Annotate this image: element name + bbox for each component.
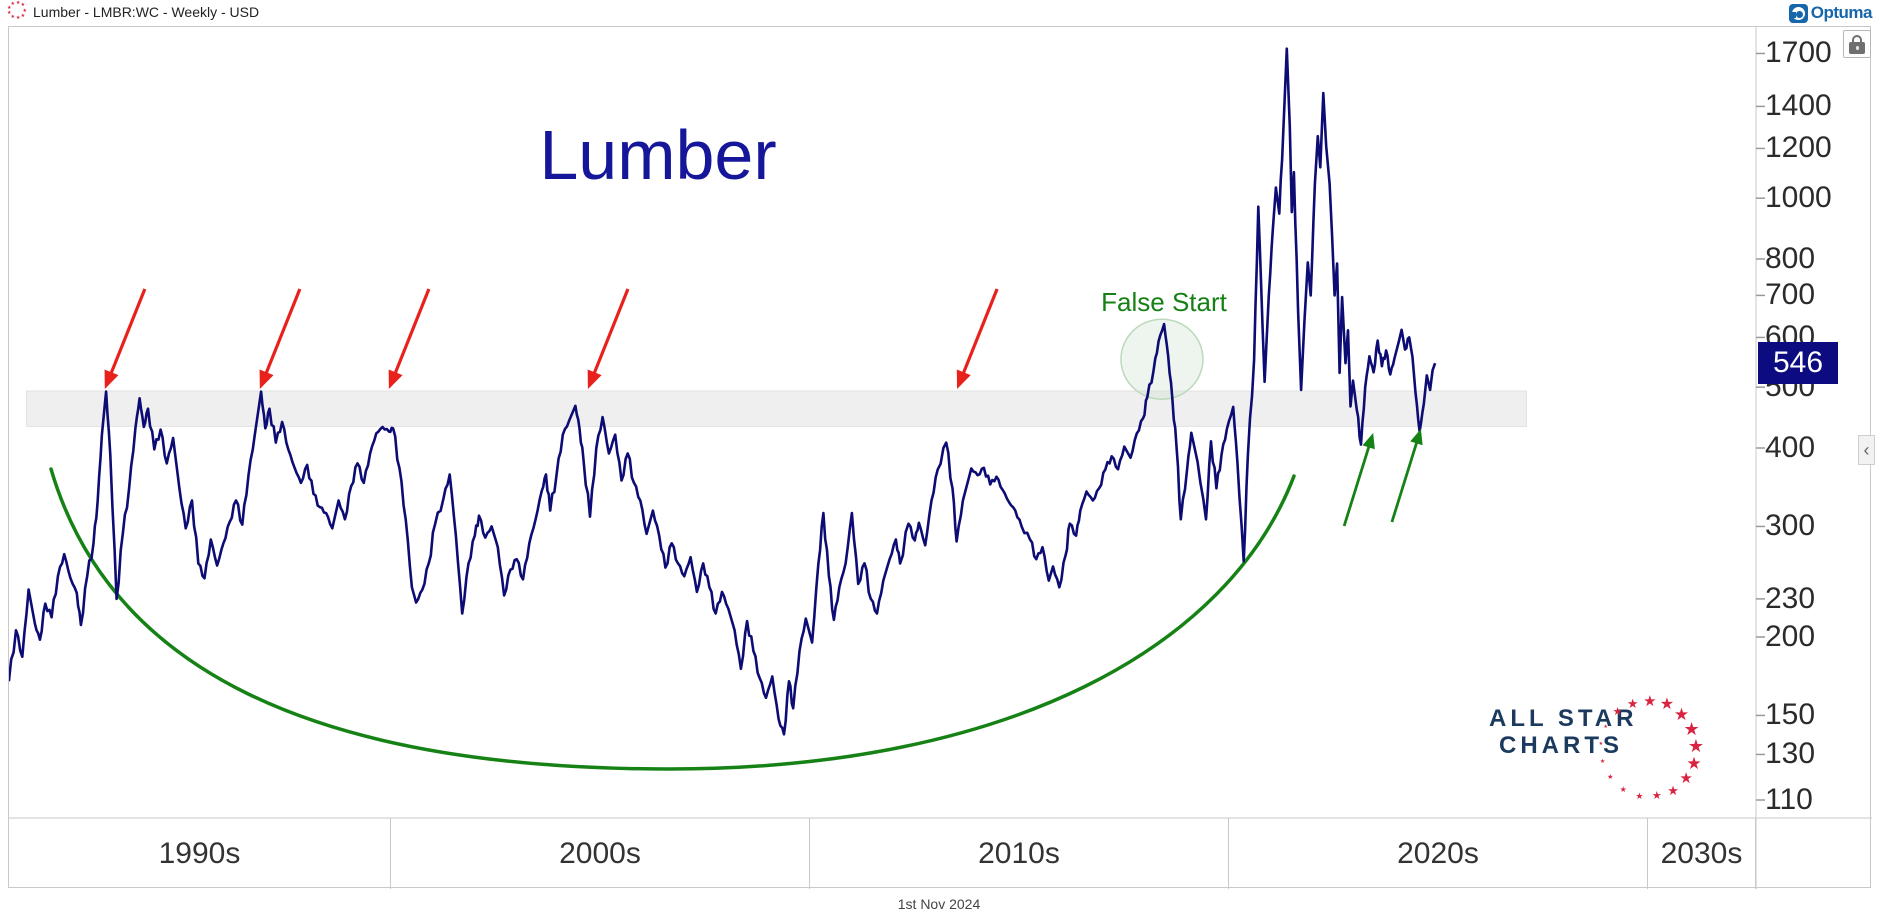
y-axis-label: 800 [1765,242,1816,275]
y-axis-label: 150 [1765,698,1816,732]
rounded-bottom-curve [49,467,1296,771]
chevron-left-icon: ‹ [1863,440,1870,460]
star-icon: ★ [1686,753,1702,773]
red-arrow-annotation [388,288,431,389]
allstarcharts-logo-text: CHARTS [1499,732,1623,759]
star-icon: ★ [15,15,21,22]
star-icon: ★ [10,0,15,7]
red-arrow-annotation [259,288,302,389]
star-icon: ★ [20,2,26,9]
chart-title: Lumber [539,116,777,194]
allstarcharts-logo-text: ALL STAR [1489,705,1638,732]
optuma-brand: Optuma [1788,2,1873,24]
price-line [9,47,1437,736]
star-icon: ★ [15,0,21,6]
star-icon: ★ [1607,774,1614,782]
red-arrow-annotation [956,288,999,389]
optuma-brand-name: Optuma [1810,3,1873,22]
x-axis-decade-label: 2020s [1397,836,1479,870]
star-icon: ★ [1659,695,1675,713]
allstarcharts-mini-logo-icon: ★ ★ ★ ★ ★ ★ ★ ★ ★ [6,0,28,22]
footer-date: 1st Nov 2024 [897,896,981,912]
star-icon: ★ [22,7,27,14]
last-price-badge: 546 [1758,342,1838,384]
star-icon: ★ [6,10,12,17]
false-start-circle [1120,318,1204,400]
star-icon: ★ [6,4,12,11]
lock-button[interactable] [1843,30,1871,58]
star-icon: ★ [1626,696,1639,712]
x-axis-decade-label: 2000s [559,836,641,870]
chart-frame: Lumber False Start 1700 1400 1200 1000 800 70… [8,26,1875,889]
star-icon: ★ [1643,692,1657,710]
x-axis-decade-cell: 2010s [810,818,1229,889]
star-icon: ★ [1619,784,1627,794]
y-axis-label: 230 [1765,581,1816,615]
x-axis-decade-cell: 1990s [9,818,391,889]
y-axis-label: 200 [1765,620,1816,653]
title-bar: ★ ★ ★ ★ ★ ★ ★ ★ ★ Lumber - LMBR:WC - Weekly - US… [0,0,1878,26]
y-axis-label: 110 [1765,783,1813,816]
y-axis-label: 1200 [1765,131,1832,165]
optuma-logo-icon [1788,3,1808,23]
y-axis-label: 1000 [1765,181,1832,215]
x-axis-decade-label: 2030s [1660,836,1743,870]
red-arrow-annotation [104,288,147,389]
green-arrow-annotation [1342,433,1375,527]
star-icon: ★ [1635,790,1644,801]
star-icon: ★ [10,14,15,21]
resistance-band [25,390,1527,427]
x-axis-decade-cell: 2000s [391,818,810,889]
star-icon: ★ [1687,735,1705,756]
chart-window-title: Lumber - LMBR:WC - Weekly - USD [33,4,260,20]
x-axis-decades: 1990s 2000s 2010s 2020s 2030s [9,818,1872,889]
x-axis-decade-label: 2010s [978,836,1060,870]
x-axis-decade-cell: 2030s [1648,818,1756,889]
x-axis-decade-cell [1756,818,1872,889]
star-icon: ★ [1603,724,1608,731]
false-start-label: False Start [1101,287,1227,317]
y-axis-label: 700 [1765,278,1816,312]
star-icon: ★ [1683,718,1700,739]
y-axis-label: 130 [1765,737,1816,771]
star-icon: ★ [1679,770,1693,788]
y-axis-label: 400 [1765,431,1816,464]
star-icon: ★ [20,12,26,19]
x-axis-decade-label: 1990s [158,836,241,870]
price-plot-area[interactable] [9,27,1872,889]
y-axis-label: 1700 [1765,36,1832,70]
star-icon: ★ [1651,789,1662,802]
star-icon: ★ [1612,705,1623,718]
star-icon: ★ [1599,759,1606,766]
star-icon: ★ [1673,704,1690,724]
lock-icon [1852,35,1862,44]
allstarcharts-logo: ALL STAR CHARTS ★ ★ ★ ★ ★ ★ ★ ★ ★ ★ ★ ★ ★ ★ ★ ★ ★ [1479,687,1739,817]
y-axis-label: 1400 [1765,89,1832,123]
green-arrow-annotation [1390,429,1423,523]
x-axis-decade-cell: 2020s [1229,818,1648,889]
y-axis-label: 300 [1765,509,1816,543]
star-icon: ★ [1598,741,1604,748]
red-arrow-annotation [587,288,630,389]
star-icon: ★ [1667,782,1679,798]
pan-left-button[interactable]: ‹ [1858,435,1875,465]
